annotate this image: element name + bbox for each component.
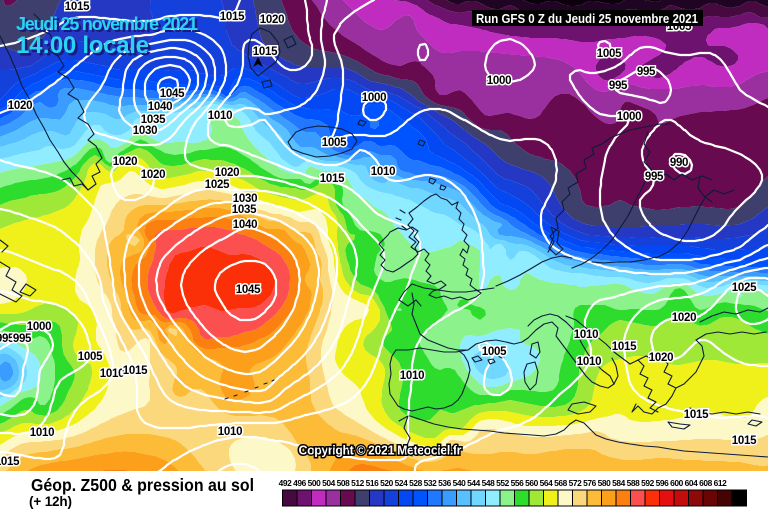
svg-text:Jeudi 25 novembre 2021: Jeudi 25 novembre 2021 — [16, 14, 198, 34]
svg-text:1040: 1040 — [233, 219, 257, 231]
svg-text:1035: 1035 — [232, 204, 257, 216]
svg-text:612: 612 — [714, 478, 728, 488]
svg-text:995: 995 — [645, 171, 664, 183]
svg-text:564: 564 — [540, 478, 554, 488]
svg-text:1025: 1025 — [732, 282, 757, 294]
svg-text:1005: 1005 — [597, 48, 622, 60]
svg-text:995: 995 — [13, 333, 32, 345]
svg-text:1010: 1010 — [218, 426, 242, 438]
svg-text:1015: 1015 — [253, 46, 278, 58]
svg-text:520: 520 — [380, 478, 394, 488]
svg-text:1045: 1045 — [160, 88, 185, 100]
svg-text:580: 580 — [598, 478, 612, 488]
svg-text:(+ 12h): (+ 12h) — [29, 494, 72, 509]
svg-text:1015: 1015 — [123, 365, 148, 377]
svg-text:1020: 1020 — [113, 156, 137, 168]
svg-text:995: 995 — [609, 80, 628, 92]
svg-text:560: 560 — [525, 478, 539, 488]
svg-text:576: 576 — [583, 478, 597, 488]
svg-text:1015: 1015 — [732, 435, 757, 447]
svg-text:1020: 1020 — [141, 169, 165, 181]
svg-text:544: 544 — [467, 478, 481, 488]
svg-text:995: 995 — [637, 66, 656, 78]
svg-text:552: 552 — [496, 478, 510, 488]
svg-text:Copyright © 2021 Meteociel.fr: Copyright © 2021 Meteociel.fr — [299, 444, 462, 458]
svg-text:1010: 1010 — [100, 368, 124, 380]
svg-text:508: 508 — [337, 478, 351, 488]
svg-text:1010: 1010 — [574, 329, 598, 341]
svg-text:504: 504 — [322, 478, 336, 488]
svg-text:524: 524 — [395, 478, 409, 488]
svg-text:1045: 1045 — [236, 284, 261, 296]
svg-text:592: 592 — [641, 478, 655, 488]
svg-text:596: 596 — [656, 478, 670, 488]
svg-text:1015: 1015 — [320, 173, 345, 185]
svg-text:1020: 1020 — [215, 167, 239, 179]
svg-text:536: 536 — [438, 478, 452, 488]
svg-text:14:00 locale: 14:00 locale — [19, 35, 152, 62]
svg-text:1020: 1020 — [260, 14, 284, 26]
svg-text:1025: 1025 — [205, 179, 230, 191]
svg-text:990: 990 — [670, 157, 688, 169]
svg-text:1005: 1005 — [482, 346, 507, 358]
svg-text:1020: 1020 — [649, 352, 673, 364]
svg-text:492: 492 — [279, 478, 293, 488]
svg-text:14:00 locale: 14:00 locale — [16, 32, 149, 59]
svg-text:556: 556 — [511, 478, 525, 488]
svg-text:1000: 1000 — [617, 111, 641, 123]
svg-text:1020: 1020 — [672, 312, 696, 324]
svg-text:572: 572 — [569, 478, 583, 488]
svg-text:1010: 1010 — [577, 356, 601, 368]
svg-text:1015: 1015 — [612, 341, 637, 353]
svg-text:1035: 1035 — [141, 114, 166, 126]
svg-text:Run GFS 0 Z du Jeudi 25 novemb: Run GFS 0 Z du Jeudi 25 novembre 2021 — [476, 12, 698, 26]
svg-text:1015: 1015 — [220, 11, 245, 23]
svg-text:500: 500 — [308, 478, 322, 488]
svg-text:512: 512 — [351, 478, 365, 488]
svg-text:1010: 1010 — [30, 427, 54, 439]
svg-text:1015: 1015 — [0, 456, 20, 468]
svg-text:528: 528 — [409, 478, 423, 488]
svg-text:516: 516 — [366, 478, 380, 488]
svg-text:1030: 1030 — [133, 125, 157, 137]
svg-text:1015: 1015 — [684, 409, 709, 421]
svg-text:604: 604 — [685, 478, 699, 488]
svg-text:496: 496 — [293, 478, 307, 488]
svg-text:Jeudi 25 novembre 2021: Jeudi 25 novembre 2021 — [19, 16, 201, 36]
svg-text:600: 600 — [670, 478, 684, 488]
svg-text:1000: 1000 — [362, 92, 386, 104]
svg-text:568: 568 — [554, 478, 568, 488]
svg-text:548: 548 — [482, 478, 496, 488]
svg-text:1030: 1030 — [233, 193, 257, 205]
svg-text:995: 995 — [0, 333, 15, 345]
svg-text:1010: 1010 — [400, 370, 424, 382]
svg-text:1005: 1005 — [78, 351, 103, 363]
svg-text:1015: 1015 — [65, 1, 90, 13]
svg-text:1020: 1020 — [8, 100, 32, 112]
svg-text:588: 588 — [627, 478, 641, 488]
svg-text:1010: 1010 — [371, 166, 395, 178]
svg-text:540: 540 — [453, 478, 467, 488]
svg-text:584: 584 — [612, 478, 626, 488]
svg-text:Géop. Z500 & pression au sol: Géop. Z500 & pression au sol — [31, 475, 254, 495]
svg-text:532: 532 — [424, 478, 438, 488]
svg-text:1000: 1000 — [27, 321, 51, 333]
svg-text:1010: 1010 — [208, 110, 232, 122]
svg-text:608: 608 — [699, 478, 713, 488]
svg-text:1000: 1000 — [487, 75, 511, 87]
svg-text:1040: 1040 — [148, 101, 172, 113]
svg-text:1005: 1005 — [322, 137, 347, 149]
